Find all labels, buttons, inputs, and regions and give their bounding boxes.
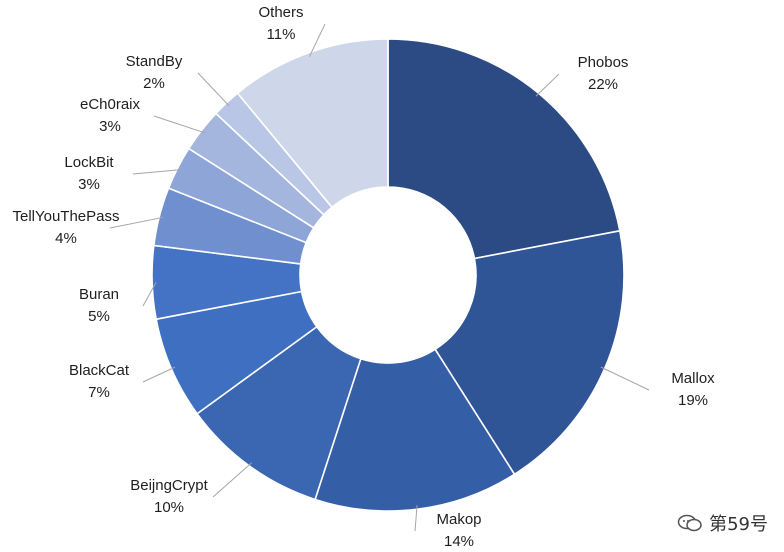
chat-bubble-icon	[677, 514, 702, 532]
label-value-standby: 2%	[143, 75, 165, 92]
label-name-others: Others	[258, 4, 303, 21]
leader-line-ech0raix	[153, 115, 205, 134]
leader-line-beijngcrypt	[212, 462, 252, 498]
labels-group: Phobos 22% Mallox 19% Makop 14% BeijngCrypt 10%…	[12, 4, 715, 550]
leader-line-standby	[197, 72, 230, 107]
label-name-ech0raix: eCh0raix	[80, 96, 141, 113]
leader-line-mallox	[600, 366, 650, 391]
leader-line-others	[308, 23, 326, 57]
watermark: 第59号	[677, 510, 768, 536]
label-value-ech0raix: 3%	[99, 118, 121, 135]
slice-makop	[314, 348, 516, 512]
label-name-mallox: Mallox	[671, 370, 715, 387]
watermark-text: 第59号	[709, 514, 768, 535]
label-value-tellyouthepass: 4%	[55, 230, 77, 247]
label-value-buran: 5%	[88, 308, 110, 325]
label-value-mallox: 19%	[678, 392, 708, 409]
label-name-phobos: Phobos	[578, 54, 629, 71]
leader-line-phobos	[535, 73, 560, 97]
slice-mallox	[434, 229, 625, 476]
label-name-standby: StandBy	[126, 53, 183, 70]
slice-phobos	[387, 38, 621, 260]
label-name-lockbit: LockBit	[64, 154, 114, 171]
label-name-blackcat: BlackCat	[69, 362, 130, 379]
label-name-tellyouthepass: TellYouThePass	[12, 208, 119, 225]
label-name-buran: Buran	[79, 286, 119, 303]
leader-line-blackcat	[142, 366, 176, 383]
leader-lines-group	[109, 23, 650, 532]
label-value-blackcat: 7%	[88, 384, 110, 401]
label-value-others: 11%	[267, 26, 296, 43]
leader-line-buran	[142, 282, 157, 307]
label-value-phobos: 22%	[588, 76, 618, 93]
slice-others	[236, 38, 389, 209]
leader-line-makop	[414, 505, 418, 532]
label-value-lockbit: 3%	[78, 176, 100, 193]
label-value-makop: 14%	[444, 533, 474, 550]
label-name-beijngcrypt: BeijngCrypt	[130, 477, 208, 494]
leader-line-tellyouthepass	[109, 216, 164, 229]
label-name-makop: Makop	[436, 511, 481, 528]
leader-line-lockbit	[132, 169, 182, 175]
label-value-beijngcrypt: 10%	[154, 499, 184, 516]
slices-group	[151, 38, 625, 512]
